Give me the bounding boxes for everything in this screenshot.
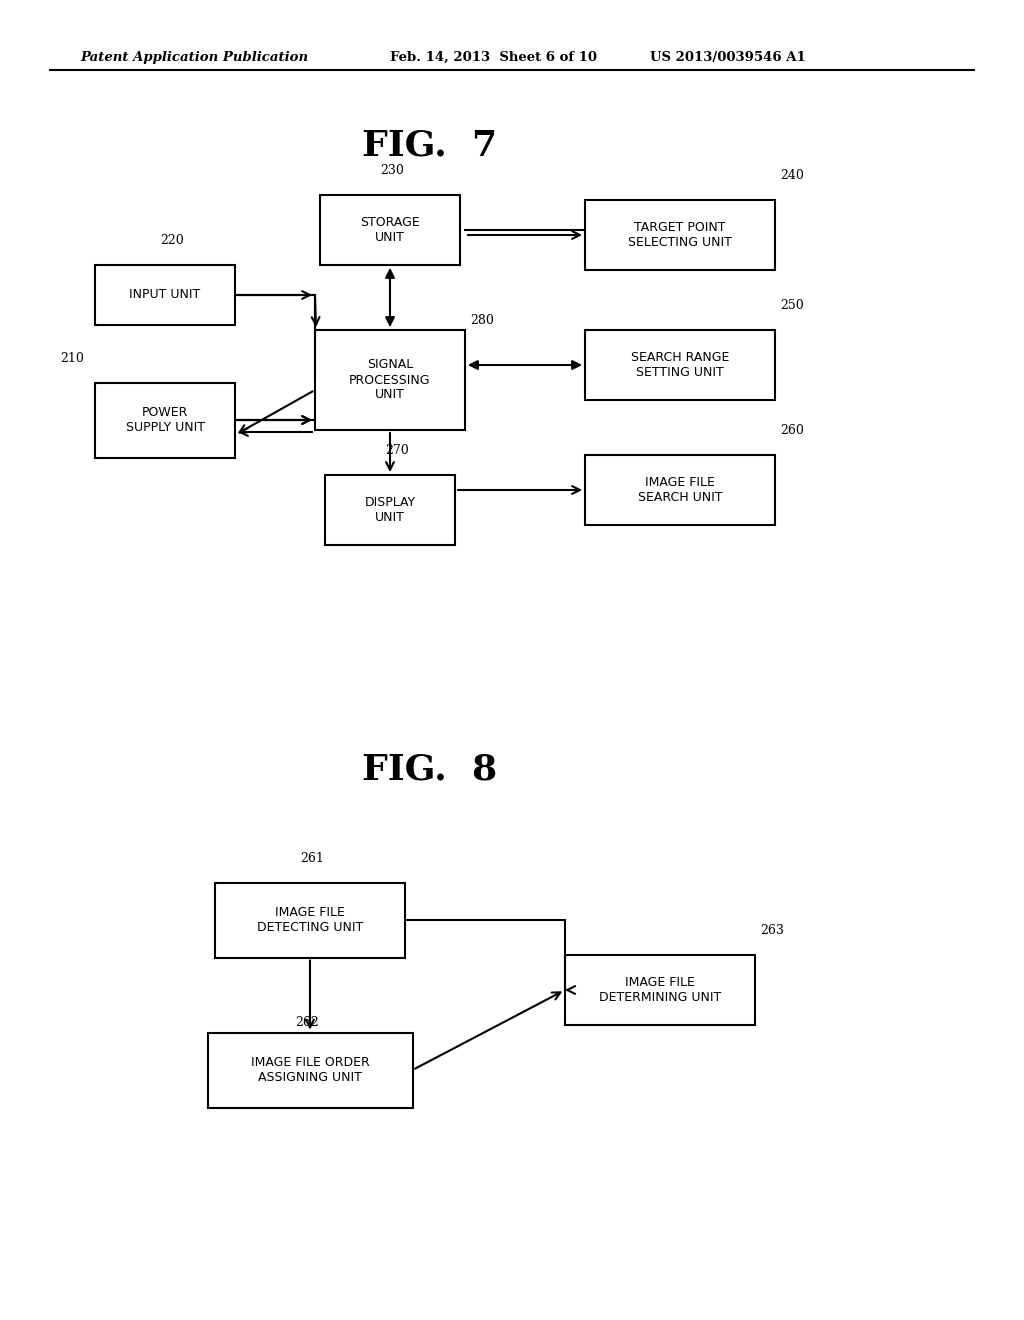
Text: 240: 240 [780,169,804,182]
Bar [585,455,775,525]
Text: POWER
SUPPLY UNIT: POWER SUPPLY UNIT [126,407,205,434]
Text: 262: 262 [295,1016,318,1030]
Bar [325,475,455,545]
Text: FIG.  7: FIG. 7 [362,128,498,162]
Text: IMAGE FILE ORDER
ASSIGNING UNIT: IMAGE FILE ORDER ASSIGNING UNIT [251,1056,370,1084]
Text: DISPLAY
UNIT: DISPLAY UNIT [365,496,416,524]
Text: STORAGE
UNIT: STORAGE UNIT [360,216,420,244]
Text: 220: 220 [160,234,183,247]
Bar [585,201,775,271]
Bar [95,383,234,458]
Text: 280: 280 [470,314,494,327]
Bar [585,330,775,400]
Text: INPUT UNIT: INPUT UNIT [129,289,201,301]
Text: 250: 250 [780,300,804,312]
Text: IMAGE FILE
SEARCH UNIT: IMAGE FILE SEARCH UNIT [638,477,722,504]
Text: 210: 210 [60,351,84,364]
Text: IMAGE FILE
DETECTING UNIT: IMAGE FILE DETECTING UNIT [257,906,364,935]
Bar [95,265,234,325]
Bar [565,954,755,1026]
Text: Patent Application Publication: Patent Application Publication [80,50,308,63]
Text: Feb. 14, 2013  Sheet 6 of 10: Feb. 14, 2013 Sheet 6 of 10 [390,50,597,63]
Text: IMAGE FILE
DETERMINING UNIT: IMAGE FILE DETERMINING UNIT [599,975,721,1005]
Text: 263: 263 [760,924,784,937]
Text: FIG.  8: FIG. 8 [362,752,498,787]
Text: US 2013/0039546 A1: US 2013/0039546 A1 [650,50,806,63]
Text: SIGNAL
PROCESSING
UNIT: SIGNAL PROCESSING UNIT [349,359,431,401]
Bar [319,195,460,265]
Bar [315,330,465,430]
Bar [215,883,406,957]
Text: 260: 260 [780,424,804,437]
Text: 261: 261 [300,851,324,865]
Text: 230: 230 [380,164,403,177]
Bar [208,1032,413,1107]
Text: TARGET POINT
SELECTING UNIT: TARGET POINT SELECTING UNIT [628,220,732,249]
Text: SEARCH RANGE
SETTING UNIT: SEARCH RANGE SETTING UNIT [631,351,729,379]
Text: 270: 270 [385,444,409,457]
